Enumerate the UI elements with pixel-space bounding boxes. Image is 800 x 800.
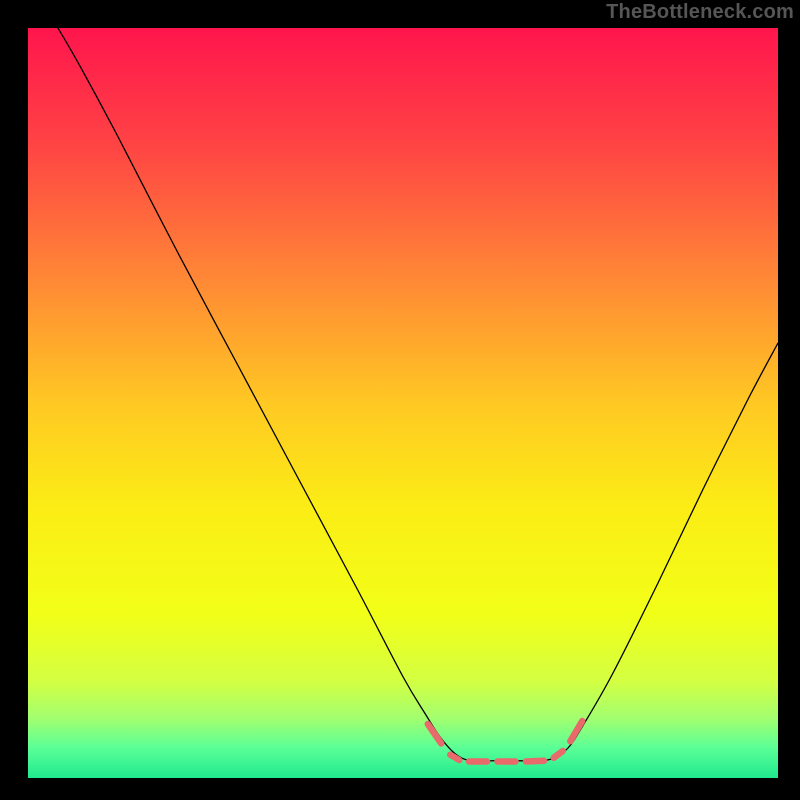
plot-area — [28, 28, 778, 778]
dash-segment — [450, 755, 459, 760]
chart-svg — [0, 0, 800, 800]
watermark-text: TheBottleneck.com — [606, 1, 794, 24]
bottleneck-chart: TheBottleneck.com — [0, 0, 800, 800]
dash-segment — [526, 761, 544, 762]
